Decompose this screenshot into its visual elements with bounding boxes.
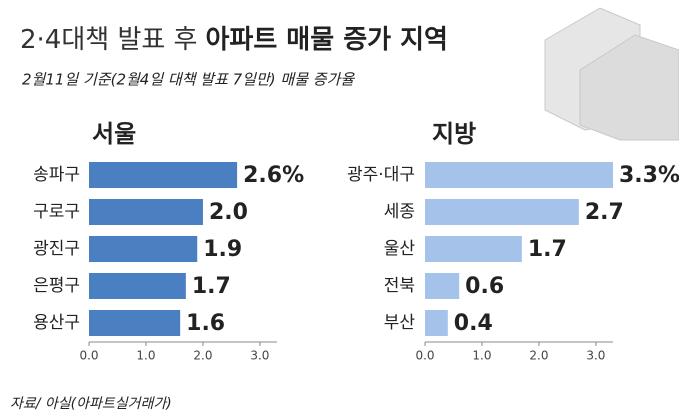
value-label: 3.3% [619, 163, 679, 188]
title-part: 2·4대책 발표 후 [20, 25, 197, 55]
panel-title: 지방 [432, 120, 476, 148]
panel-title: 서울 [92, 120, 136, 148]
building-illustration [544, 7, 679, 141]
value-label: 0.6 [465, 274, 504, 299]
x-tick-label: 3.0 [586, 349, 605, 363]
bar [425, 273, 460, 299]
bar [89, 162, 238, 188]
x-tick-label: 1.0 [136, 349, 155, 363]
value-label: 2.6% [243, 163, 304, 188]
bar [89, 310, 181, 336]
x-tick-label: 0.0 [79, 349, 98, 363]
title-part: 아파트 매물 증가 지역 [205, 25, 447, 55]
category-label: 구로구 [33, 202, 80, 222]
value-label: 2.0 [209, 200, 248, 225]
bar [425, 199, 579, 225]
bar [89, 273, 186, 299]
category-label: 광주·대구 [347, 165, 415, 185]
x-tick-label: 1.0 [472, 349, 491, 363]
bar [425, 236, 522, 262]
x-tick-label: 0.0 [415, 349, 434, 363]
bar [425, 162, 613, 188]
value-label: 2.7 [585, 200, 624, 225]
x-tick-label: 2.0 [193, 349, 212, 363]
title: 2·4대책 발표 후 아파트 매물 증가 지역 [20, 25, 448, 55]
bar [425, 310, 448, 336]
value-label: 1.7 [192, 274, 231, 299]
source: 자료/ 아실(아파트실거래가) [10, 396, 172, 412]
category-label: 송파구 [33, 165, 80, 185]
category-label: 광진구 [33, 239, 80, 259]
category-label: 전북 [384, 276, 415, 296]
bar [89, 236, 198, 262]
category-label: 부산 [384, 313, 416, 333]
category-label: 울산 [384, 239, 416, 259]
bar [89, 199, 203, 225]
value-label: 1.6 [186, 311, 225, 336]
value-label: 1.9 [203, 237, 242, 262]
x-tick-label: 2.0 [529, 349, 548, 363]
category-label: 은평구 [33, 276, 80, 296]
subtitle: 2월11일 기준(2월4일 대책 발표 7일만) 매물 증가율 [22, 71, 355, 89]
value-label: 0.4 [454, 311, 493, 336]
value-label: 1.7 [528, 237, 567, 262]
category-label: 용산구 [33, 313, 80, 333]
x-tick-label: 3.0 [250, 349, 269, 363]
category-label: 세종 [384, 202, 415, 222]
